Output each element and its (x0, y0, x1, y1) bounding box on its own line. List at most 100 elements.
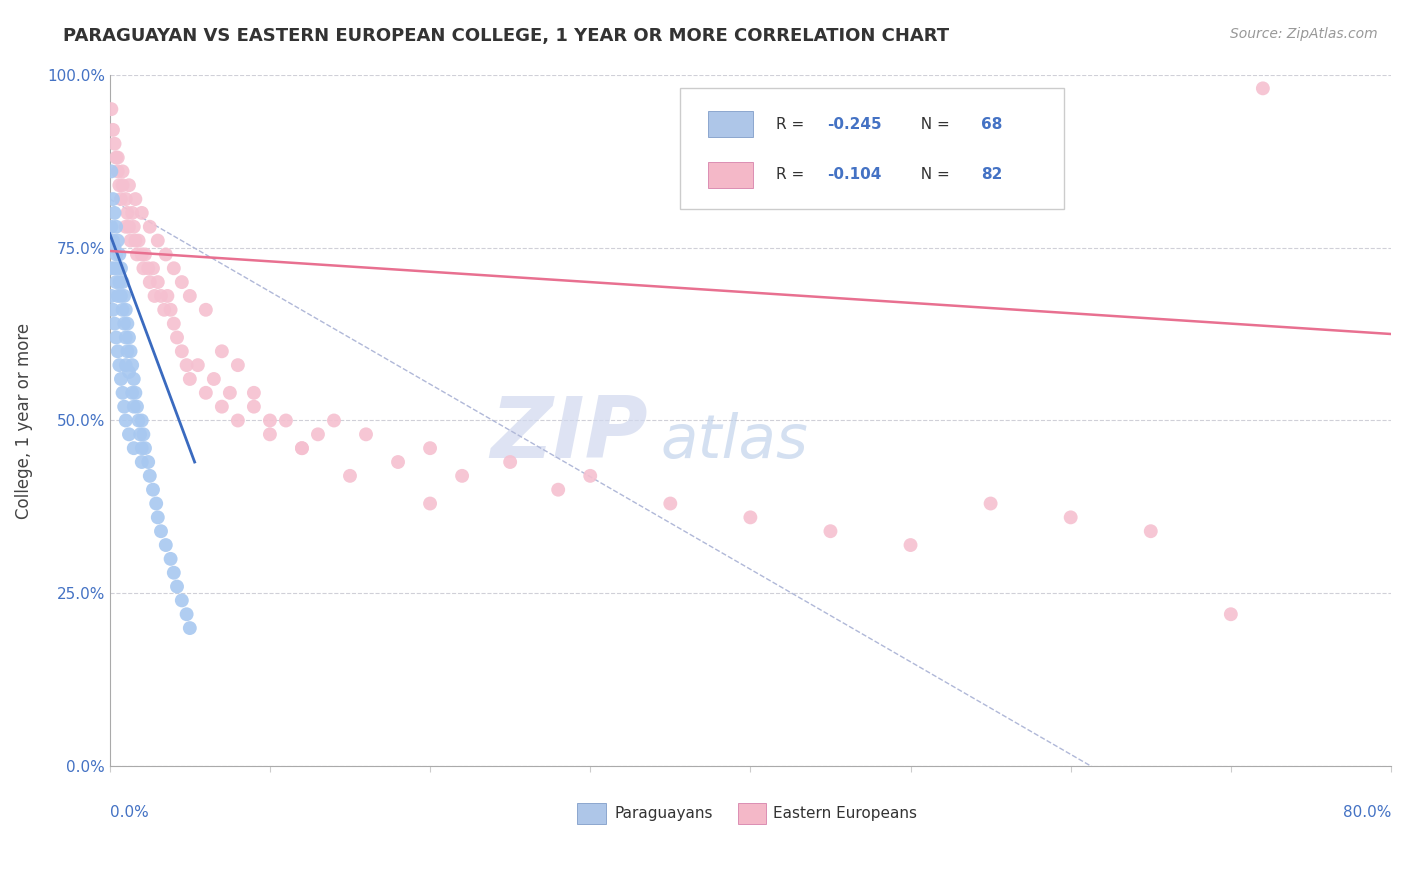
Text: 80.0%: 80.0% (1343, 805, 1391, 821)
Point (118, 330, 141, 344)
FancyBboxPatch shape (578, 803, 606, 824)
Point (103, 136, 125, 151)
Point (187, 358, 209, 372)
Point (122, 372, 145, 386)
Point (100, 164, 122, 178)
Text: N =: N = (911, 117, 955, 132)
Text: -0.104: -0.104 (827, 168, 882, 182)
Point (111, 302, 134, 317)
Text: atlas: atlas (661, 412, 808, 471)
Point (114, 219, 136, 234)
Point (146, 275, 169, 289)
Point (124, 192, 146, 206)
Point (131, 441, 153, 455)
Point (103, 261, 125, 276)
Point (136, 261, 159, 276)
Point (291, 441, 314, 455)
Point (194, 385, 217, 400)
Point (387, 455, 409, 469)
Point (110, 372, 132, 386)
Point (170, 593, 193, 607)
Point (226, 358, 249, 372)
Point (128, 234, 150, 248)
Point (121, 358, 143, 372)
Text: R =: R = (776, 168, 808, 182)
Point (419, 496, 441, 510)
Point (105, 151, 128, 165)
Point (547, 483, 569, 497)
Point (155, 247, 177, 261)
Point (659, 496, 682, 510)
Point (1139, 524, 1161, 539)
Point (163, 566, 186, 580)
Point (153, 302, 176, 317)
Point (259, 427, 281, 442)
Point (132, 427, 155, 442)
Point (110, 261, 132, 276)
Point (166, 330, 188, 344)
Point (1219, 607, 1241, 622)
Point (101, 234, 124, 248)
Point (211, 344, 233, 359)
Point (142, 261, 165, 276)
Point (107, 151, 129, 165)
Point (110, 192, 132, 206)
Point (243, 385, 266, 400)
Point (118, 365, 141, 379)
Point (110, 289, 132, 303)
Point (139, 219, 162, 234)
Point (146, 234, 169, 248)
Point (103, 206, 125, 220)
Point (134, 247, 156, 261)
Point (121, 385, 143, 400)
Text: 82: 82 (981, 168, 1002, 182)
Point (105, 275, 128, 289)
Point (100, 219, 122, 234)
Text: N =: N = (911, 168, 955, 182)
Point (179, 289, 201, 303)
Point (211, 400, 233, 414)
Point (194, 302, 217, 317)
Point (339, 468, 361, 483)
Point (101, 302, 124, 317)
Point (142, 483, 165, 497)
Point (179, 372, 201, 386)
Point (274, 413, 297, 427)
Point (131, 455, 153, 469)
Point (980, 496, 1002, 510)
Point (101, 123, 124, 137)
Point (114, 192, 136, 206)
Point (120, 344, 142, 359)
Point (101, 192, 124, 206)
Point (243, 400, 266, 414)
Point (176, 358, 198, 372)
Point (155, 538, 177, 552)
Point (156, 289, 179, 303)
Point (125, 400, 148, 414)
FancyBboxPatch shape (709, 112, 754, 137)
Point (170, 275, 193, 289)
Point (323, 413, 346, 427)
Point (1251, 81, 1274, 95)
Point (122, 441, 145, 455)
Point (120, 234, 142, 248)
Point (111, 164, 134, 178)
Point (131, 206, 153, 220)
Point (820, 524, 842, 539)
Point (122, 219, 145, 234)
Point (145, 496, 167, 510)
Point (170, 344, 193, 359)
Point (451, 468, 474, 483)
Point (111, 275, 134, 289)
Text: ZIP: ZIP (491, 392, 648, 475)
Text: PARAGUAYAN VS EASTERN EUROPEAN COLLEGE, 1 YEAR OR MORE CORRELATION CHART: PARAGUAYAN VS EASTERN EUROPEAN COLLEGE, … (63, 27, 949, 45)
Point (740, 510, 762, 524)
Point (107, 164, 129, 178)
Point (111, 385, 134, 400)
Point (579, 468, 602, 483)
Point (354, 427, 377, 442)
Text: 0.0%: 0.0% (110, 805, 149, 821)
Point (125, 247, 148, 261)
Point (118, 178, 141, 193)
Point (259, 413, 281, 427)
